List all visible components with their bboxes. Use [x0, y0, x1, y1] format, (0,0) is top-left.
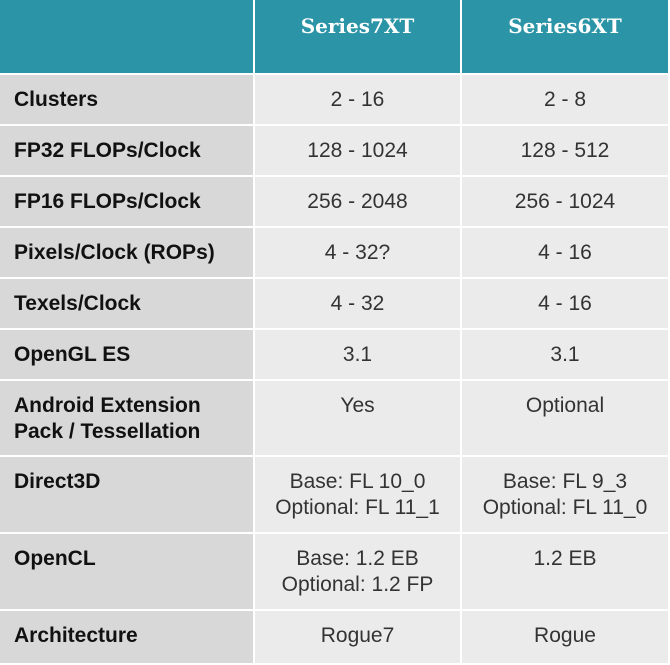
value-cell: Base: FL 9_3 Optional: FL 11_0: [462, 457, 670, 534]
value-cell: 2 - 8: [462, 75, 670, 126]
value-cell: 3.1: [255, 330, 462, 381]
value-cell: 2 - 16: [255, 75, 462, 126]
value-line: Optional: [525, 394, 605, 417]
value-cell: Yes: [255, 381, 462, 457]
value-line: Optional: 1.2 FP: [281, 573, 434, 596]
row-label: FP32 FLOPs/Clock: [0, 126, 255, 177]
value-line: 3.1: [342, 343, 373, 366]
value-line: 4 - 16: [538, 241, 592, 264]
column-header: Series7XT: [255, 0, 462, 75]
value-line: 3.1: [550, 343, 580, 366]
row-label: OpenGL ES: [0, 330, 255, 381]
value-line: Rogue7: [320, 624, 395, 647]
value-line: 4 - 32: [330, 292, 385, 315]
value-line: Rogue: [534, 624, 596, 647]
value-cell: 128 - 512: [462, 126, 670, 177]
row-label: Architecture: [0, 611, 255, 665]
value-cell: 256 - 1024: [462, 177, 670, 228]
value-line: Optional: FL 11_1: [275, 496, 440, 519]
row-label: Pixels/Clock (ROPs): [0, 228, 255, 279]
row-label: Android Extension Pack / Tessellation: [0, 381, 255, 457]
row-label: Texels/Clock: [0, 279, 255, 330]
value-line: 4 - 32?: [324, 241, 391, 264]
value-line: Base: FL 10_0: [289, 470, 426, 493]
column-header: Series6XT: [462, 0, 670, 75]
header-empty: [0, 0, 255, 75]
value-cell: Base: FL 10_0 Optional: FL 11_1: [255, 457, 462, 534]
value-cell: 256 - 2048: [255, 177, 462, 228]
value-line: Yes: [340, 394, 375, 417]
value-cell: 4 - 16: [462, 228, 670, 279]
value-line: 1.2 EB: [533, 547, 597, 570]
row-label: Direct3D: [0, 457, 255, 534]
value-cell: Rogue: [462, 611, 670, 665]
value-line: Base: 1.2 EB: [296, 547, 419, 570]
value-cell: 4 - 32: [255, 279, 462, 330]
value-line: 4 - 16: [538, 292, 592, 315]
value-cell: Optional: [462, 381, 670, 457]
value-line: 2 - 16: [330, 88, 385, 111]
row-label: Clusters: [0, 75, 255, 126]
value-cell: Rogue7: [255, 611, 462, 665]
value-cell: Base: 1.2 EB Optional: 1.2 FP: [255, 534, 462, 611]
value-cell: 128 - 1024: [255, 126, 462, 177]
value-cell: 3.1: [462, 330, 670, 381]
value-line: 128 - 1024: [307, 139, 408, 162]
value-line: 256 - 1024: [514, 190, 616, 213]
value-line: Base: FL 9_3: [502, 470, 628, 493]
value-cell: 4 - 32?: [255, 228, 462, 279]
value-line: Optional: FL 11_0: [482, 496, 648, 519]
value-line: 2 - 8: [543, 88, 587, 111]
value-line: 128 - 512: [520, 139, 610, 162]
value-cell: 1.2 EB: [462, 534, 670, 611]
row-label: OpenCL: [0, 534, 255, 611]
value-line: 256 - 2048: [307, 190, 408, 213]
value-cell: 4 - 16: [462, 279, 670, 330]
row-label: FP16 FLOPs/Clock: [0, 177, 255, 228]
